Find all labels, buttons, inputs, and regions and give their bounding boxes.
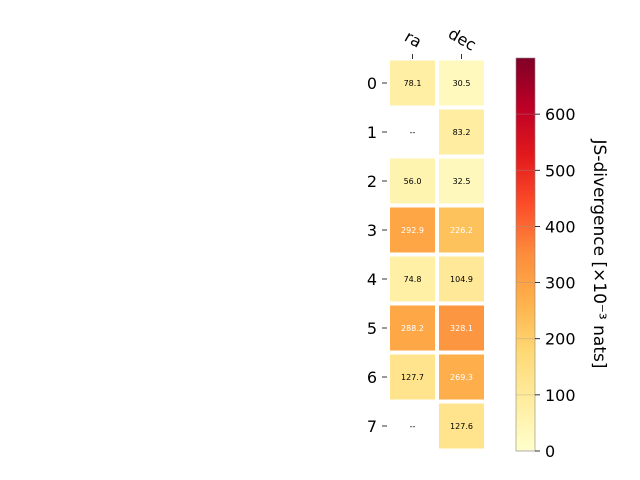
cell-value-label: 32.5 [453, 177, 471, 186]
colorbar: 0 100 200 300 400 500 600 [515, 57, 576, 461]
cell-value-label: 56.0 [404, 177, 422, 186]
colorbar-tick-label: 400 [545, 217, 576, 236]
cell-value-label: 30.5 [453, 79, 471, 88]
row-label: 6 [367, 368, 377, 387]
row-label: 4 [367, 270, 377, 289]
cell-value-label: 83.2 [453, 128, 471, 137]
row-label: 3 [367, 221, 377, 240]
row-label: 5 [367, 319, 377, 338]
heatmap-cell [390, 256, 435, 302]
heatmap-cell [390, 305, 435, 351]
heatmap-cell [439, 305, 484, 351]
colorbar-tick-label: 300 [545, 274, 576, 293]
heatmap-cell [439, 158, 484, 204]
cell-value-label: 288.2 [401, 324, 424, 333]
cell-value-label: 328.1 [450, 324, 473, 333]
column-label-ra: ra [401, 27, 425, 52]
row-label: 0 [367, 74, 377, 93]
colorbar-gradient [515, 57, 536, 452]
heatmap-grid: ra dec 0 78.1 30.5 1 -- 83.2 2 56.0 32.5 3 292.9 226.… [367, 24, 484, 449]
colorbar-tick-label: 200 [545, 330, 576, 349]
cell-value-label: 226.2 [450, 226, 473, 235]
heatmap-cell [390, 158, 435, 204]
heatmap-cell [390, 60, 435, 106]
heatmap-cell [439, 109, 484, 155]
cell-value-label: 127.6 [450, 422, 473, 431]
heatmap-cell [439, 354, 484, 400]
cell-value-label: -- [410, 128, 416, 137]
heatmap-cell [439, 60, 484, 106]
colorbar-tick-label: 0 [545, 442, 555, 461]
cell-value-label: 269.3 [450, 373, 473, 382]
colorbar-label: JS-divergence [×10⁻³ nats] [589, 139, 609, 369]
cell-value-label: -- [410, 422, 416, 431]
cell-value-label: 127.7 [401, 373, 424, 382]
row-label: 1 [367, 123, 377, 142]
heatmap-cell [439, 256, 484, 302]
cell-value-label: 74.8 [404, 275, 422, 284]
row-label: 7 [367, 417, 377, 436]
heatmap-cell [390, 207, 435, 253]
colorbar-tick-label: 500 [545, 161, 576, 180]
heatmap-cell [439, 207, 484, 253]
cell-value-label: 292.9 [401, 226, 424, 235]
heatmap-cell [439, 403, 484, 449]
cell-value-label: 78.1 [404, 79, 422, 88]
colorbar-tick-label: 600 [545, 105, 576, 124]
row-label: 2 [367, 172, 377, 191]
column-label-dec: dec [445, 24, 479, 55]
heatmap-cell [390, 354, 435, 400]
colorbar-tick-label: 100 [545, 386, 576, 405]
cell-value-label: 104.9 [450, 275, 473, 284]
